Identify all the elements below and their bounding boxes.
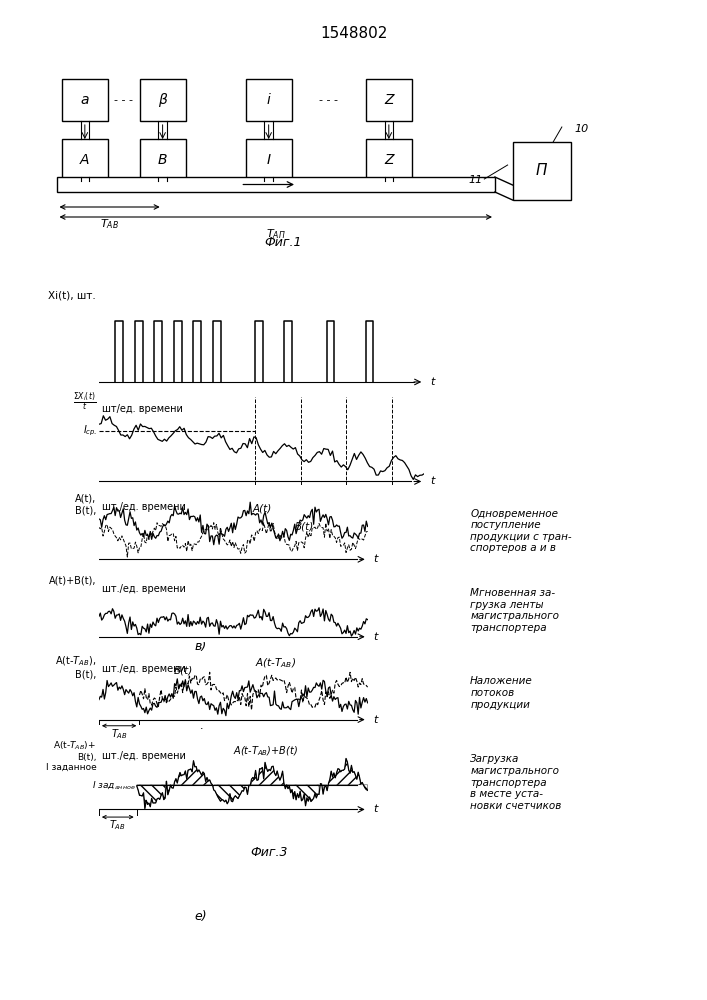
Text: A(t),
B(t),: A(t), B(t), (75, 494, 96, 515)
Text: A(t-$T_{АВ}$)+
B(t),
I заданное: A(t-$T_{АВ}$)+ B(t), I заданное (45, 739, 96, 772)
Bar (246, 139, 292, 181)
Bar (140, 79, 185, 121)
Text: t: t (431, 476, 435, 486)
Text: Мгновенная за-
грузка ленты
магистрального
транспортера: Мгновенная за- грузка ленты магистрально… (470, 588, 559, 633)
Text: 1548802: 1548802 (320, 26, 387, 41)
Text: д): д) (194, 805, 208, 818)
Text: 10: 10 (574, 124, 588, 134)
Text: Z: Z (384, 153, 394, 167)
Text: $\frac{\Sigma X_i(t)}{t}$: $\frac{\Sigma X_i(t)}{t}$ (73, 390, 95, 413)
Text: Загрузка
магистрального
транспортера
в месте уста-
новки счетчиков: Загрузка магистрального транспортера в м… (470, 754, 561, 811)
Text: $T_{АП}$: $T_{АП}$ (266, 227, 286, 241)
Text: t: t (431, 377, 435, 387)
Text: П: П (536, 163, 547, 178)
Text: е): е) (194, 910, 207, 923)
Text: шт./ед. времени: шт./ед. времени (102, 664, 185, 674)
Bar (140, 139, 185, 181)
Text: Фиг.3: Фиг.3 (250, 846, 288, 858)
Text: Наложение
потоков
продукции: Наложение потоков продукции (470, 676, 533, 710)
Text: а): а) (269, 426, 281, 439)
Text: t: t (373, 554, 378, 564)
Text: шт./ед. времени: шт./ед. времени (102, 751, 185, 761)
Bar (513, 142, 571, 200)
Text: Xi(t), шт.: Xi(t), шт. (48, 291, 95, 301)
Text: i: i (267, 93, 271, 107)
Bar (246, 79, 292, 121)
Text: $T_{АВ}$: $T_{АВ}$ (111, 727, 127, 741)
Text: в): в) (195, 640, 207, 653)
Bar (62, 79, 107, 121)
Text: A(t-$T_{АВ}$): A(t-$T_{АВ}$) (255, 657, 296, 670)
Text: 11: 11 (468, 175, 482, 185)
Text: t: t (373, 632, 378, 642)
Text: t: t (373, 804, 378, 814)
Text: $T_{АВ}$: $T_{АВ}$ (100, 217, 119, 231)
Bar (366, 139, 412, 181)
Text: - - -: - - - (320, 95, 338, 105)
Text: шт./ед. времени: шт./ед. времени (102, 502, 185, 512)
Text: A(t): A(t) (252, 504, 271, 514)
Text: B: B (158, 153, 168, 167)
Text: t: t (373, 715, 378, 725)
Text: Z: Z (384, 93, 394, 107)
Text: шт./ед. времени: шт./ед. времени (102, 584, 185, 594)
Text: Фиг.1: Фиг.1 (264, 235, 302, 248)
Text: A(t-$T_{АВ}$)+B(t): A(t-$T_{АВ}$)+B(t) (233, 744, 298, 758)
Text: - - -: - - - (115, 95, 133, 105)
Text: B(t): B(t) (174, 665, 194, 675)
Text: Одновременное
поступление
продукции с тран-
спортеров a и в: Одновременное поступление продукции с тр… (470, 509, 572, 553)
Text: г): г) (195, 718, 207, 731)
Text: $T_{АВ}$: $T_{АВ}$ (110, 818, 127, 832)
Text: a: a (81, 93, 89, 107)
Text: $I_{ср.}$: $I_{ср.}$ (83, 424, 98, 438)
Text: шт/ед. времени: шт/ед. времени (103, 404, 183, 414)
Text: A(t-$T_{АВ}$),
B(t),: A(t-$T_{АВ}$), B(t), (55, 654, 96, 680)
Text: A: A (80, 153, 90, 167)
Text: A(t)+B(t),: A(t)+B(t), (49, 576, 96, 586)
Text: б): б) (216, 529, 229, 542)
Text: β: β (158, 93, 167, 107)
Bar (57, 177, 495, 192)
Text: I зад$_{анное}$: I зад$_{анное}$ (91, 779, 135, 791)
Bar (366, 79, 412, 121)
Bar (62, 139, 107, 181)
Text: B(t): B(t) (295, 522, 315, 532)
Text: I: I (267, 153, 271, 167)
